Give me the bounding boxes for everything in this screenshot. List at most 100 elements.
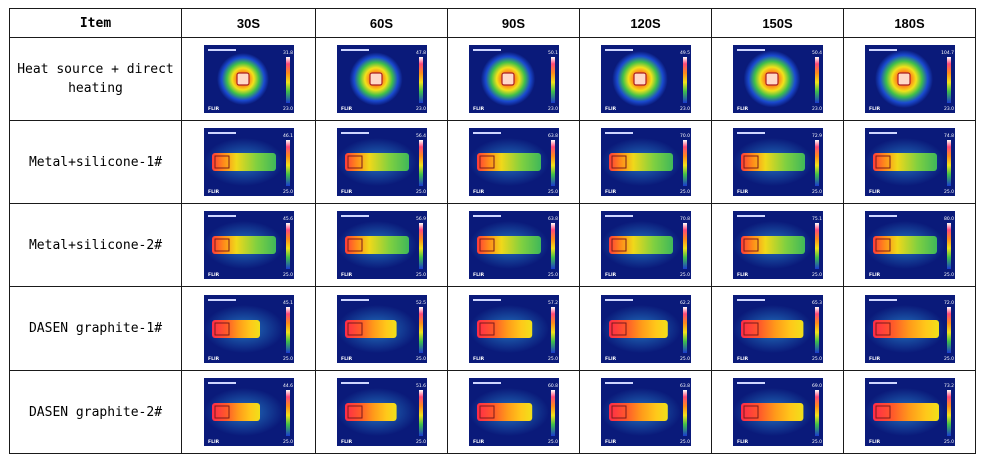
- thermal-image-cell: 73.2 25.0 FLIR: [843, 370, 976, 454]
- max-temp-label: 70.0: [679, 133, 689, 139]
- min-temp-label: 25.0: [282, 439, 292, 445]
- thermal-image-cell: 63.8 25.0 FLIR: [579, 370, 712, 454]
- thermal-image-cell: 44.6 25.0 FLIR: [181, 370, 316, 454]
- max-temp-label: 56.4: [415, 133, 425, 139]
- flir-logo: FLIR: [605, 356, 617, 362]
- thermal-image: 51.6 25.0 FLIR: [336, 378, 427, 446]
- row-label: DASEN graphite-2#: [9, 370, 182, 454]
- thermal-image: 56.9 25.0 FLIR: [336, 211, 427, 279]
- thermal-image: 74.8 25.0 FLIR: [864, 128, 955, 196]
- thermal-image-cell: 63.8 25.0 FLIR: [447, 203, 580, 287]
- min-temp-label: 25.0: [547, 356, 557, 362]
- min-temp-label: 25.0: [547, 189, 557, 195]
- thermal-image-cell: 60.8 25.0 FLIR: [447, 370, 580, 454]
- flir-logo: FLIR: [341, 189, 353, 195]
- thermal-image: 31.8 23.0 FLIR: [203, 45, 294, 113]
- thermal-image-cell: 47.8 23.0 FLIR: [315, 37, 448, 121]
- min-temp-label: 23.0: [679, 106, 689, 112]
- thermal-image: 70.8 25.0 FLIR: [600, 211, 691, 279]
- thermal-image-cell: 74.8 25.0 FLIR: [843, 120, 976, 204]
- thermal-image-cell: 56.9 25.0 FLIR: [315, 203, 448, 287]
- thermal-image-cell: 57.2 25.0 FLIR: [447, 286, 580, 371]
- min-temp-label: 25.0: [679, 356, 689, 362]
- max-temp-label: 74.8: [943, 133, 953, 139]
- thermal-image-cell: 31.8 23.0 FLIR: [181, 37, 316, 121]
- thermal-image: 45.1 25.0 FLIR: [203, 294, 294, 363]
- max-temp-label: 62.2: [679, 300, 689, 306]
- header-time-150s: 150S: [711, 8, 844, 38]
- thermal-image-cell: 52.5 25.0 FLIR: [315, 286, 448, 371]
- min-temp-label: 23.0: [943, 106, 953, 112]
- thermal-image: 49.5 23.0 FLIR: [600, 45, 691, 113]
- min-temp-label: 25.0: [415, 356, 425, 362]
- flir-logo: FLIR: [473, 189, 485, 195]
- max-temp-label: 104.7: [941, 50, 954, 56]
- thermal-image-cell: 69.0 25.0 FLIR: [711, 370, 844, 454]
- header-row: Item 30S 60S 90S 120S 150S 180S: [9, 8, 976, 38]
- row-label: DASEN graphite-1#: [9, 286, 182, 371]
- max-temp-label: 69.0: [811, 383, 821, 389]
- flir-logo: FLIR: [208, 356, 220, 362]
- thermal-image-cell: 65.3 25.0 FLIR: [711, 286, 844, 371]
- thermal-image: 72.9 25.0 FLIR: [732, 128, 823, 196]
- max-temp-label: 72.0: [943, 300, 953, 306]
- table-row: Metal+silicone-2# 45.6 25.0 FLIR 56.9 25.0 FLI…: [9, 203, 976, 287]
- thermal-image: 44.6 25.0 FLIR: [203, 378, 294, 446]
- flir-logo: FLIR: [869, 439, 881, 445]
- thermal-image-cell: 50.4 23.0 FLIR: [711, 37, 844, 121]
- min-temp-label: 25.0: [811, 272, 821, 278]
- max-temp-label: 46.1: [282, 133, 292, 139]
- max-temp-label: 63.8: [547, 216, 557, 222]
- min-temp-label: 25.0: [811, 189, 821, 195]
- max-temp-label: 50.4: [811, 50, 821, 56]
- thermal-image-cell: 70.0 25.0 FLIR: [579, 120, 712, 204]
- flir-logo: FLIR: [473, 272, 485, 278]
- min-temp-label: 25.0: [415, 439, 425, 445]
- flir-logo: FLIR: [208, 439, 220, 445]
- max-temp-label: 60.8: [547, 383, 557, 389]
- max-temp-label: 72.9: [811, 133, 821, 139]
- thermal-image-cell: 63.8 25.0 FLIR: [447, 120, 580, 204]
- flir-logo: FLIR: [473, 439, 485, 445]
- max-temp-label: 63.8: [547, 133, 557, 139]
- min-temp-label: 25.0: [679, 189, 689, 195]
- header-time-90s: 90S: [447, 8, 580, 38]
- thermal-image: 60.8 25.0 FLIR: [468, 378, 559, 446]
- row-label: Metal+silicone-1#: [9, 120, 182, 204]
- thermal-image-cell: 62.2 25.0 FLIR: [579, 286, 712, 371]
- flir-logo: FLIR: [473, 106, 485, 112]
- max-temp-label: 63.8: [679, 383, 689, 389]
- thermal-image: 69.0 25.0 FLIR: [732, 378, 823, 446]
- min-temp-label: 25.0: [415, 272, 425, 278]
- min-temp-label: 25.0: [943, 439, 953, 445]
- thermal-image: 45.6 25.0 FLIR: [203, 211, 294, 279]
- flir-logo: FLIR: [341, 356, 353, 362]
- thermal-image-cell: 45.1 25.0 FLIR: [181, 286, 316, 371]
- min-temp-label: 25.0: [943, 189, 953, 195]
- header-time-180s: 180S: [843, 8, 976, 38]
- max-temp-label: 80.0: [943, 216, 953, 222]
- header-time-60s: 60S: [315, 8, 448, 38]
- table-row: Metal+silicone-1# 46.1 25.0 FLIR 56.4 25.0 FLI…: [9, 120, 976, 204]
- thermal-image-cell: 51.6 25.0 FLIR: [315, 370, 448, 454]
- thermal-image: 63.8 25.0 FLIR: [468, 128, 559, 196]
- flir-logo: FLIR: [341, 272, 353, 278]
- row-label: Heat source + direct heating: [9, 37, 182, 121]
- max-temp-label: 56.9: [415, 216, 425, 222]
- max-temp-label: 50.1: [547, 50, 557, 56]
- min-temp-label: 25.0: [547, 439, 557, 445]
- flir-logo: FLIR: [208, 106, 220, 112]
- flir-logo: FLIR: [208, 189, 220, 195]
- flir-logo: FLIR: [473, 356, 485, 362]
- thermal-image-cell: 56.4 25.0 FLIR: [315, 120, 448, 204]
- flir-logo: FLIR: [737, 106, 749, 112]
- thermal-image: 73.2 25.0 FLIR: [864, 378, 955, 446]
- max-temp-label: 57.2: [547, 300, 557, 306]
- min-temp-label: 23.0: [811, 106, 821, 112]
- min-temp-label: 25.0: [282, 356, 292, 362]
- header-item: Item: [9, 8, 182, 38]
- min-temp-label: 25.0: [943, 272, 953, 278]
- thermal-image-cell: 46.1 25.0 FLIR: [181, 120, 316, 204]
- flir-logo: FLIR: [605, 106, 617, 112]
- flir-logo: FLIR: [605, 439, 617, 445]
